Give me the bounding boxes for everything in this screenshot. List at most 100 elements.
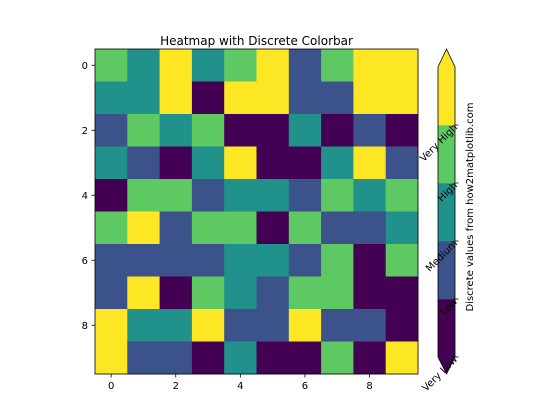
heatmap-cell: [288, 146, 322, 180]
heatmap-cell: [288, 341, 322, 375]
heatmap-cell: [95, 211, 128, 245]
heatmap-cell: [127, 49, 160, 82]
y-tick-label: 6: [82, 256, 88, 267]
heatmap-cell: [224, 244, 257, 277]
heatmap-cell: [385, 211, 419, 245]
heatmap-cell: [159, 276, 193, 310]
heatmap-cell: [256, 276, 290, 310]
heatmap-cell: [321, 211, 354, 245]
heatmap-cell: [191, 276, 225, 310]
heatmap-cell: [95, 341, 128, 375]
heatmap-cell: [159, 81, 193, 115]
x-axis: 0 2 4 6 8: [108, 374, 373, 392]
heatmap-cell: [385, 49, 419, 82]
heatmap-cell: [191, 49, 225, 82]
heatmap-cell: [159, 244, 193, 277]
heatmap-cell: [95, 179, 128, 212]
heatmap-cell: [321, 309, 354, 342]
heatmap-cell: [256, 146, 290, 180]
colorbar-segment: [438, 67, 455, 126]
heatmap-cell: [127, 309, 160, 342]
heatmap-cell: [288, 179, 322, 212]
heatmap-cell: [256, 49, 290, 82]
heatmap-cell: [288, 49, 322, 82]
heatmap-cell: [321, 244, 354, 277]
heatmap-cell: [95, 81, 128, 115]
heatmap-cell: [224, 309, 257, 342]
heatmap-cell: [288, 309, 322, 342]
heatmap-cell: [256, 211, 290, 245]
heatmap-cell: [353, 211, 387, 245]
heatmap-cell: [127, 341, 160, 375]
heatmap-cell: [159, 211, 193, 245]
heatmap-cell: [288, 114, 322, 147]
heatmap-cell: [256, 309, 290, 342]
heatmap-cell: [256, 114, 290, 147]
heatmap-cell: [385, 146, 419, 180]
colorbar-segment: [438, 183, 455, 242]
heatmap-cell: [224, 146, 257, 180]
heatmap-cell: [95, 309, 128, 342]
heatmap-cell: [191, 211, 225, 245]
heatmap-cell: [353, 114, 387, 147]
heatmap-cell: [127, 81, 160, 115]
heatmap-cell: [224, 211, 257, 245]
y-axis: 0 2 4 6 8: [82, 61, 95, 332]
heatmap-cell: [353, 244, 387, 277]
heatmap-cell: [321, 114, 354, 147]
y-tick-label: 4: [82, 191, 88, 202]
chart-title: Heatmap with Discrete Colorbar: [160, 34, 353, 48]
heatmap-cell: [191, 81, 225, 115]
heatmap-cell: [256, 179, 290, 212]
heatmap-cell: [385, 309, 419, 342]
y-tick-label: 0: [82, 61, 88, 72]
heatmap-cell: [224, 81, 257, 115]
plot-frame: [94, 48, 419, 375]
heatmap-cell: [191, 179, 225, 212]
heatmap-cell: [288, 211, 322, 245]
heatmap-cell: [95, 49, 128, 82]
heatmap-cell: [224, 179, 257, 212]
heatmap-cell: [127, 146, 160, 180]
heatmap-cell: [191, 341, 225, 375]
heatmap-cell: [353, 309, 387, 342]
heatmap-cell: [385, 81, 419, 115]
heatmap-cell: [127, 179, 160, 212]
heatmap-cell: [353, 81, 387, 115]
heatmap-cell: [224, 341, 257, 375]
heatmap-cell: [95, 244, 128, 277]
colorbar-label: Discrete values from how2matplotlib.com: [465, 102, 476, 311]
heatmap-cell: [385, 276, 419, 310]
heatmap-cells: [95, 49, 419, 375]
heatmap-cell: [353, 49, 387, 82]
heatmap-cell: [353, 146, 387, 180]
heatmap-cell: [288, 81, 322, 115]
colorbar-extend-min: [438, 357, 455, 374]
colorbar-segment: [438, 125, 455, 184]
heatmap-cell: [385, 244, 419, 277]
heatmap-cell: [159, 179, 193, 212]
heatmap-cell: [159, 341, 193, 375]
heatmap-cell: [127, 244, 160, 277]
heatmap-cell: [127, 114, 160, 147]
x-tick-label: 6: [302, 381, 308, 392]
heatmap-cell: [127, 276, 160, 310]
heatmap-cell: [159, 146, 193, 180]
heatmap-cell: [353, 341, 387, 375]
heatmap-cell: [385, 114, 419, 147]
heatmap-cell: [191, 146, 225, 180]
heatmap-cell: [385, 179, 419, 212]
colorbar-segment: [438, 299, 455, 358]
y-tick-label: 8: [82, 321, 88, 332]
heatmap-cell: [95, 146, 128, 180]
heatmap-cell: [256, 81, 290, 115]
colorbar-extend-max: [438, 49, 455, 67]
x-tick-label: 4: [237, 381, 243, 392]
heatmap-cell: [321, 179, 354, 212]
heatmap-cell: [385, 341, 419, 375]
heatmap-cell: [224, 114, 257, 147]
heatmap-cell: [288, 276, 322, 310]
heatmap-cell: [321, 276, 354, 310]
x-tick-label: 0: [108, 381, 114, 392]
heatmap-cell: [224, 276, 257, 310]
